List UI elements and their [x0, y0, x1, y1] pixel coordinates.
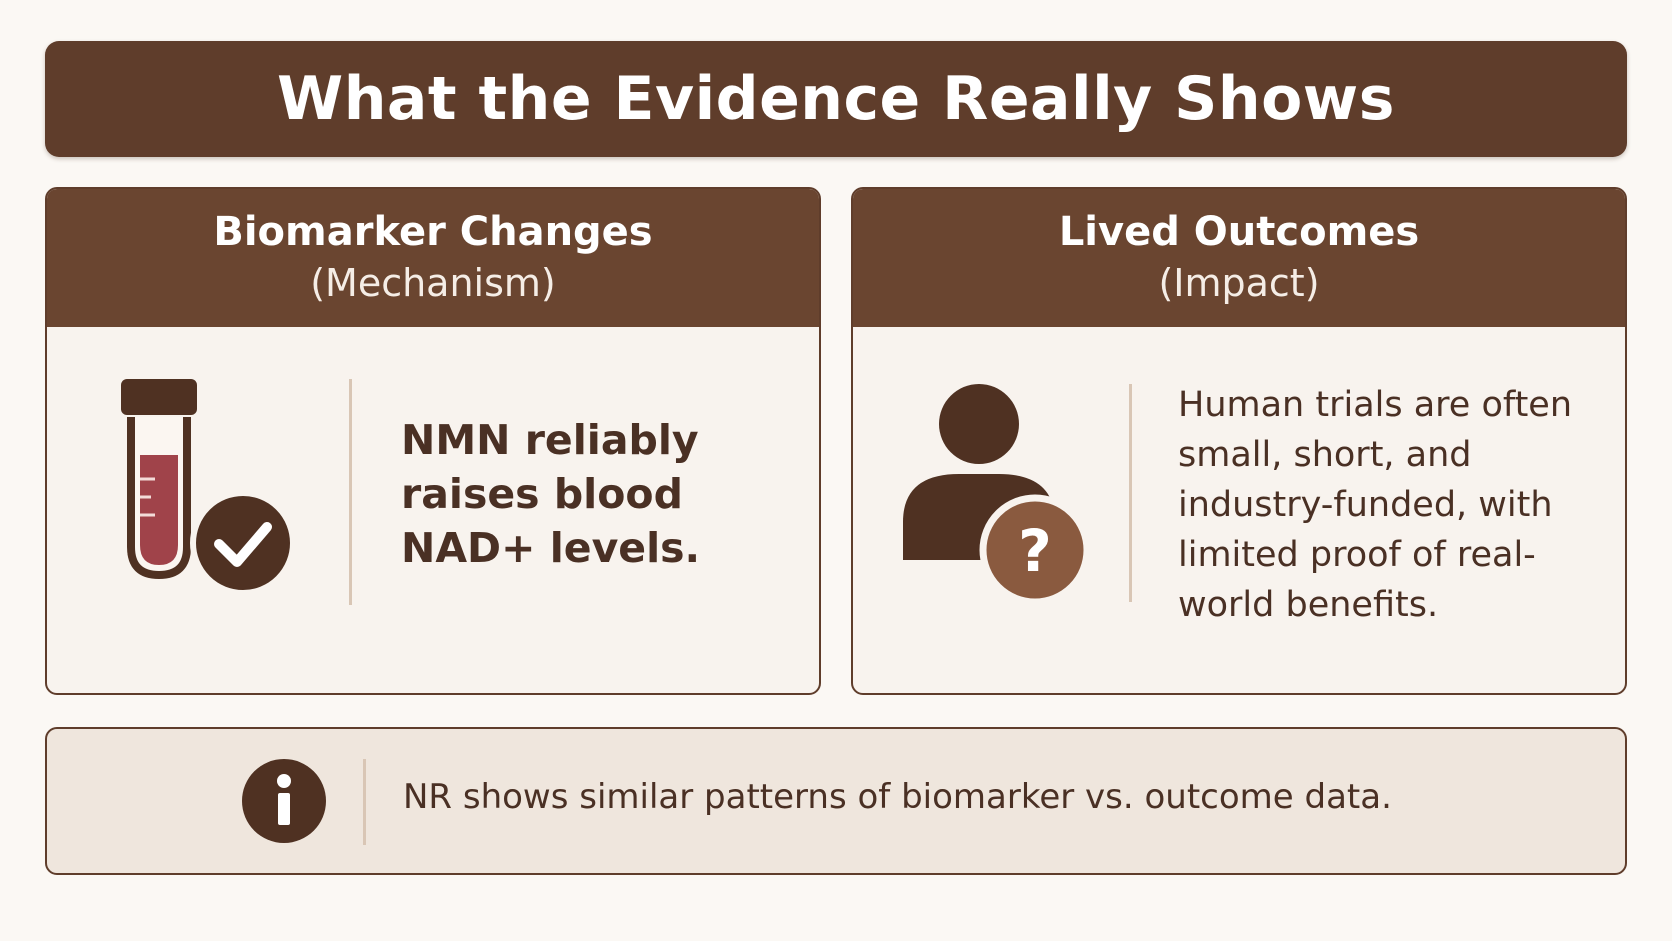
- outcomes-text-line: industry-funded, with: [1178, 485, 1553, 525]
- biomarker-card-header: Biomarker Changes (Mechanism): [47, 189, 819, 327]
- biomarker-card-subtitle: (Mechanism): [310, 261, 556, 305]
- outcomes-text-line: small, short, and: [1178, 435, 1472, 475]
- outcomes-card-subtitle: (Impact): [1158, 261, 1320, 305]
- outcomes-divider: [1129, 384, 1132, 602]
- note-bar: NR shows similar patterns of biomarker v…: [45, 727, 1627, 875]
- biomarker-text-line: NAD+ levels.: [401, 524, 701, 572]
- biomarker-text-line: NMN reliably: [401, 416, 699, 464]
- outcomes-card-title: Lived Outcomes: [1058, 209, 1420, 255]
- page-title: What the Evidence Really Shows: [277, 64, 1395, 134]
- outcomes-card: Lived Outcomes (Impact) ? Human trials a…: [851, 187, 1627, 695]
- svg-text:?: ?: [1018, 517, 1052, 585]
- test-tube-check-icon: [121, 379, 301, 613]
- biomarker-card-body: NMN reliably raises blood NAD+ levels.: [47, 327, 819, 693]
- info-icon: [241, 758, 327, 848]
- biomarker-card-title: Biomarker Changes: [213, 209, 653, 255]
- outcomes-card-body: ? Human trials are often small, short, a…: [853, 327, 1625, 693]
- outcomes-text-line: limited proof of real-: [1178, 535, 1536, 575]
- outcomes-text-line: Human trials are often: [1178, 385, 1573, 425]
- biomarker-card-text: NMN reliably raises blood NAD+ levels.: [401, 413, 731, 575]
- outcomes-text-line: world benefits.: [1178, 585, 1439, 625]
- biomarker-card: Biomarker Changes (Mechanism) NMN: [45, 187, 821, 695]
- outcomes-card-text: Human trials are often small, short, and…: [1178, 380, 1588, 630]
- biomarker-divider: [349, 379, 352, 605]
- person-question-icon: ?: [901, 382, 1101, 616]
- title-banner: What the Evidence Really Shows: [45, 41, 1627, 157]
- note-text: NR shows similar patterns of biomarker v…: [403, 777, 1392, 817]
- biomarker-text-line: raises blood: [401, 470, 683, 518]
- outcomes-card-header: Lived Outcomes (Impact): [853, 189, 1625, 327]
- note-divider: [363, 759, 366, 845]
